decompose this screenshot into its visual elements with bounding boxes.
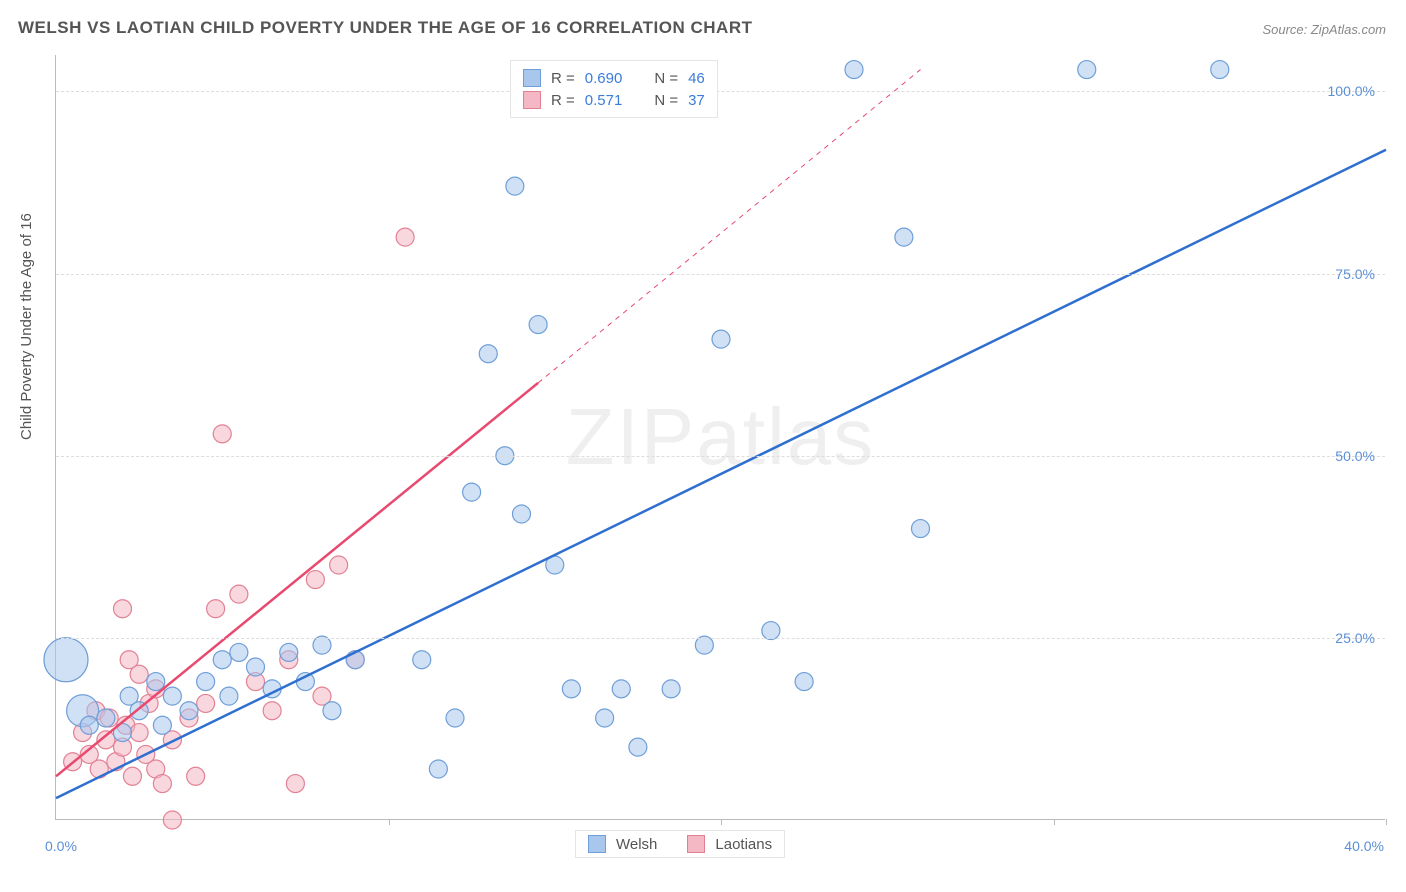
data-point bbox=[180, 702, 198, 720]
y-tick-label: 75.0% bbox=[1335, 266, 1375, 282]
data-point bbox=[562, 680, 580, 698]
data-point bbox=[306, 571, 324, 589]
data-point bbox=[153, 775, 171, 793]
data-point bbox=[44, 638, 88, 682]
data-point bbox=[446, 709, 464, 727]
data-point bbox=[207, 600, 225, 618]
x-tick-label-min: 0.0% bbox=[45, 838, 77, 854]
legend-swatch-laotians bbox=[523, 91, 541, 109]
data-point bbox=[163, 687, 181, 705]
trend-line bbox=[56, 383, 538, 776]
data-point bbox=[413, 651, 431, 669]
data-point bbox=[463, 483, 481, 501]
x-tick bbox=[721, 819, 722, 825]
x-tick bbox=[389, 819, 390, 825]
data-point bbox=[330, 556, 348, 574]
data-point bbox=[506, 177, 524, 195]
x-tick-label-max: 40.0% bbox=[1344, 838, 1384, 854]
data-point bbox=[153, 716, 171, 734]
data-point bbox=[263, 702, 281, 720]
data-point bbox=[97, 709, 115, 727]
data-point bbox=[80, 716, 98, 734]
source-attribution: Source: ZipAtlas.com bbox=[1262, 22, 1386, 37]
data-point bbox=[130, 665, 148, 683]
data-point bbox=[147, 673, 165, 691]
data-point bbox=[197, 694, 215, 712]
data-point bbox=[220, 687, 238, 705]
legend-label-laotians: Laotians bbox=[715, 836, 772, 853]
legend-stats-row-laotians: R = 0.571 N = 37 bbox=[523, 89, 705, 111]
legend-swatch-laotians-b bbox=[687, 835, 705, 853]
y-tick-label: 50.0% bbox=[1335, 448, 1375, 464]
data-point bbox=[323, 702, 341, 720]
data-point bbox=[596, 709, 614, 727]
data-point bbox=[612, 680, 630, 698]
x-tick bbox=[1386, 819, 1387, 825]
y-axis-label: Child Poverty Under the Age of 16 bbox=[18, 213, 35, 440]
data-point bbox=[396, 228, 414, 246]
data-point bbox=[114, 600, 132, 618]
legend-series: Welsh Laotians bbox=[575, 830, 785, 858]
chart-title: WELSH VS LAOTIAN CHILD POVERTY UNDER THE… bbox=[18, 18, 753, 38]
data-point bbox=[429, 760, 447, 778]
data-point bbox=[895, 228, 913, 246]
data-point bbox=[280, 643, 298, 661]
data-point bbox=[230, 585, 248, 603]
y-tick-label: 25.0% bbox=[1335, 630, 1375, 646]
data-point bbox=[187, 767, 205, 785]
legend-stats: R = 0.690 N = 46 R = 0.571 N = 37 bbox=[510, 60, 718, 118]
gridline bbox=[56, 456, 1385, 457]
data-point bbox=[1078, 61, 1096, 79]
data-point bbox=[479, 345, 497, 363]
gridline bbox=[56, 91, 1385, 92]
data-point bbox=[513, 505, 531, 523]
data-point bbox=[213, 651, 231, 669]
data-point bbox=[1211, 61, 1229, 79]
correlation-chart: WELSH VS LAOTIAN CHILD POVERTY UNDER THE… bbox=[0, 0, 1406, 892]
legend-stats-row-welsh: R = 0.690 N = 46 bbox=[523, 67, 705, 89]
data-point bbox=[230, 643, 248, 661]
data-point bbox=[529, 316, 547, 334]
gridline bbox=[56, 638, 1385, 639]
data-point bbox=[286, 775, 304, 793]
gridline bbox=[56, 274, 1385, 275]
data-point bbox=[163, 811, 181, 829]
data-point bbox=[123, 767, 141, 785]
data-point bbox=[845, 61, 863, 79]
data-point bbox=[629, 738, 647, 756]
data-point bbox=[130, 724, 148, 742]
data-point bbox=[213, 425, 231, 443]
trend-line bbox=[56, 150, 1386, 798]
x-tick bbox=[1054, 819, 1055, 825]
legend-label-welsh: Welsh bbox=[616, 836, 657, 853]
data-point bbox=[247, 658, 265, 676]
legend-swatch-welsh bbox=[523, 69, 541, 87]
data-point bbox=[197, 673, 215, 691]
data-point bbox=[795, 673, 813, 691]
data-point bbox=[712, 330, 730, 348]
plot-area: ZIPatlas 25.0%50.0%75.0%100.0% bbox=[55, 55, 1385, 820]
plot-svg bbox=[56, 55, 1385, 819]
data-point bbox=[912, 520, 930, 538]
data-point bbox=[662, 680, 680, 698]
legend-swatch-welsh-b bbox=[588, 835, 606, 853]
y-tick-label: 100.0% bbox=[1328, 83, 1375, 99]
